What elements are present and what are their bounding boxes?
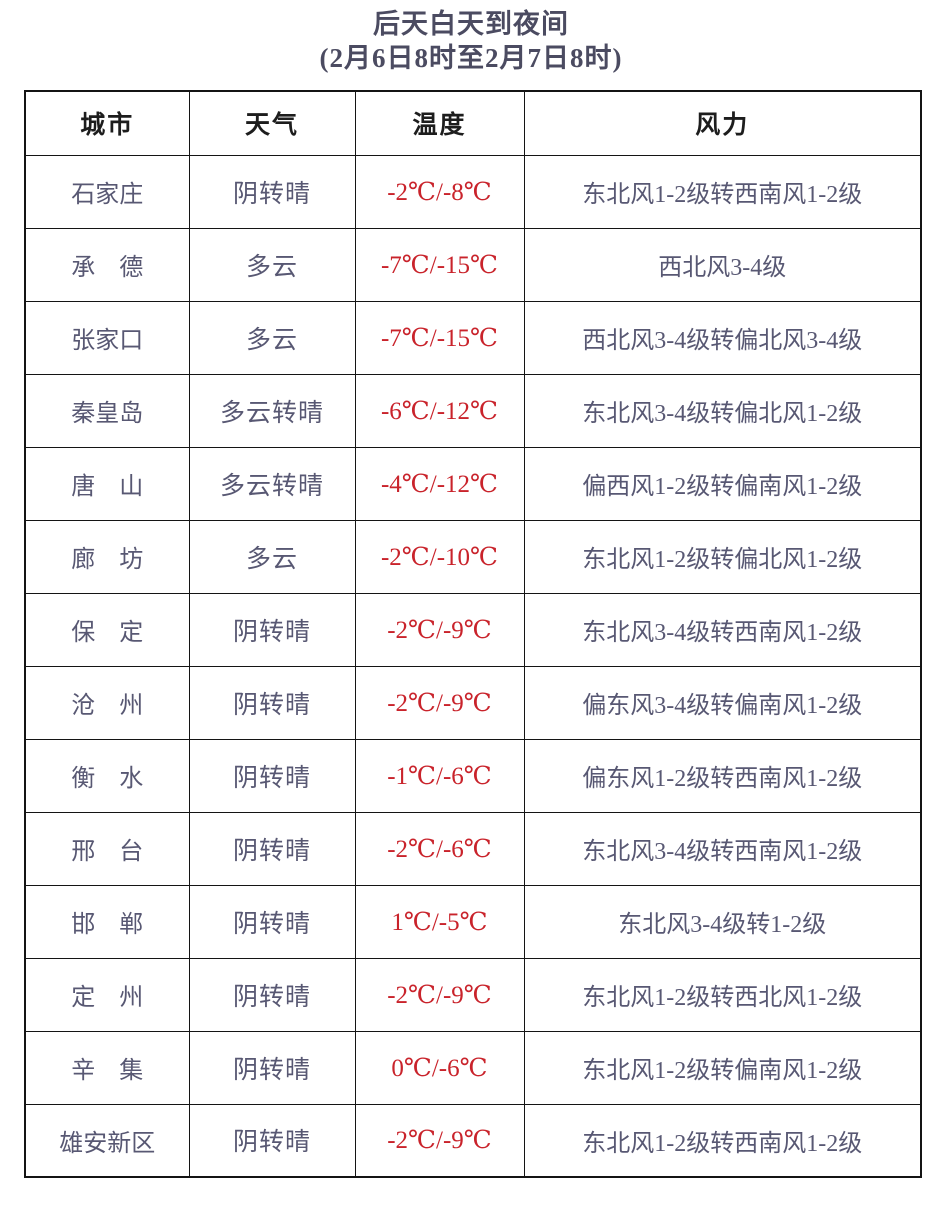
- table-row: 承 德 多云 -7℃/-15℃ 西北风3-4级: [24, 227, 922, 302]
- wind-cell: 偏东风3-4级转偏南风1-2级: [523, 665, 922, 740]
- table-row: 唐 山 多云转晴 -4℃/-12℃ 偏西风1-2级转偏南风1-2级: [24, 446, 922, 521]
- city-cell: 张家口: [24, 300, 190, 375]
- table-row: 张家口 多云 -7℃/-15℃ 西北风3-4级转偏北风3-4级: [24, 300, 922, 375]
- wind-cell: 东北风1-2级转西北风1-2级: [523, 957, 922, 1032]
- weather-cell: 多云转晴: [188, 373, 356, 448]
- city-cell: 辛 集: [24, 1030, 190, 1105]
- table-row: 辛 集 阴转晴 0℃/-6℃ 东北风1-2级转偏南风1-2级: [24, 1030, 922, 1105]
- temperature-cell: -2℃/-6℃: [354, 811, 525, 886]
- wind-cell: 东北风3-4级转西南风1-2级: [523, 811, 922, 886]
- wind-cell: 东北风1-2级转偏北风1-2级: [523, 519, 922, 594]
- table-row: 石家庄 阴转晴 -2℃/-8℃ 东北风1-2级转西南风1-2级: [24, 154, 922, 229]
- wind-cell: 东北风1-2级转偏南风1-2级: [523, 1030, 922, 1105]
- temperature-cell: -4℃/-12℃: [354, 446, 525, 521]
- wind-cell: 东北风3-4级转西南风1-2级: [523, 592, 922, 667]
- city-cell: 唐 山: [24, 446, 190, 521]
- title-line-1: 后天白天到夜间: [373, 9, 569, 39]
- city-cell: 秦皇岛: [24, 373, 190, 448]
- wind-cell: 东北风1-2级转西南风1-2级: [523, 154, 922, 229]
- temperature-cell: -1℃/-6℃: [354, 738, 525, 813]
- city-cell: 石家庄: [24, 154, 190, 229]
- weather-cell: 阴转晴: [188, 1103, 356, 1178]
- temperature-cell: -2℃/-9℃: [354, 592, 525, 667]
- page-title: 后天白天到夜间 (2月6日8时至2月7日8时): [0, 0, 942, 75]
- weather-cell: 阴转晴: [188, 1030, 356, 1105]
- wind-cell: 东北风3-4级转偏北风1-2级: [523, 373, 922, 448]
- column-header-wind: 风力: [523, 90, 922, 156]
- table-row: 衡 水 阴转晴 -1℃/-6℃ 偏东风1-2级转西南风1-2级: [24, 738, 922, 813]
- column-header-city: 城市: [24, 90, 190, 156]
- weather-cell: 阴转晴: [188, 154, 356, 229]
- city-cell: 沧 州: [24, 665, 190, 740]
- city-cell: 雄安新区: [24, 1103, 190, 1178]
- temperature-cell: -2℃/-10℃: [354, 519, 525, 594]
- temperature-cell: -2℃/-9℃: [354, 957, 525, 1032]
- table-header-row: 城市 天气 温度 风力: [24, 90, 922, 156]
- city-cell: 定 州: [24, 957, 190, 1032]
- weather-cell: 多云转晴: [188, 446, 356, 521]
- table-row: 保 定 阴转晴 -2℃/-9℃ 东北风3-4级转西南风1-2级: [24, 592, 922, 667]
- wind-cell: 东北风1-2级转西南风1-2级: [523, 1103, 922, 1178]
- wind-cell: 东北风3-4级转1-2级: [523, 884, 922, 959]
- column-header-weather: 天气: [188, 90, 356, 156]
- city-cell: 承 德: [24, 227, 190, 302]
- table-row: 雄安新区 阴转晴 -2℃/-9℃ 东北风1-2级转西南风1-2级: [24, 1103, 922, 1178]
- temperature-cell: 0℃/-6℃: [354, 1030, 525, 1105]
- table-row: 定 州 阴转晴 -2℃/-9℃ 东北风1-2级转西北风1-2级: [24, 957, 922, 1032]
- weather-cell: 阴转晴: [188, 738, 356, 813]
- temperature-cell: -2℃/-9℃: [354, 665, 525, 740]
- wind-cell: 西北风3-4级: [523, 227, 922, 302]
- weather-cell: 阴转晴: [188, 592, 356, 667]
- temperature-cell: -2℃/-9℃: [354, 1103, 525, 1178]
- column-header-temperature: 温度: [354, 90, 525, 156]
- temperature-cell: 1℃/-5℃: [354, 884, 525, 959]
- weather-cell: 阴转晴: [188, 884, 356, 959]
- table-row: 廊 坊 多云 -2℃/-10℃ 东北风1-2级转偏北风1-2级: [24, 519, 922, 594]
- temperature-cell: -6℃/-12℃: [354, 373, 525, 448]
- weather-cell: 多云: [188, 300, 356, 375]
- weather-cell: 阴转晴: [188, 957, 356, 1032]
- temperature-cell: -2℃/-8℃: [354, 154, 525, 229]
- temperature-cell: -7℃/-15℃: [354, 300, 525, 375]
- table-row: 邢 台 阴转晴 -2℃/-6℃ 东北风3-4级转西南风1-2级: [24, 811, 922, 886]
- table-row: 沧 州 阴转晴 -2℃/-9℃ 偏东风3-4级转偏南风1-2级: [24, 665, 922, 740]
- wind-cell: 偏东风1-2级转西南风1-2级: [523, 738, 922, 813]
- title-line-2: (2月6日8时至2月7日8时): [319, 43, 623, 73]
- table-row: 秦皇岛 多云转晴 -6℃/-12℃ 东北风3-4级转偏北风1-2级: [24, 373, 922, 448]
- weather-cell: 阴转晴: [188, 811, 356, 886]
- city-cell: 廊 坊: [24, 519, 190, 594]
- wind-cell: 偏西风1-2级转偏南风1-2级: [523, 446, 922, 521]
- temperature-cell: -7℃/-15℃: [354, 227, 525, 302]
- wind-cell: 西北风3-4级转偏北风3-4级: [523, 300, 922, 375]
- city-cell: 衡 水: [24, 738, 190, 813]
- weather-cell: 多云: [188, 519, 356, 594]
- city-cell: 邢 台: [24, 811, 190, 886]
- forecast-table: 城市 天气 温度 风力 石家庄 阴转晴 -2℃/-8℃ 东北风1-2级转西南风1…: [24, 90, 922, 1178]
- weather-cell: 多云: [188, 227, 356, 302]
- city-cell: 邯 郸: [24, 884, 190, 959]
- table-row: 邯 郸 阴转晴 1℃/-5℃ 东北风3-4级转1-2级: [24, 884, 922, 959]
- city-cell: 保 定: [24, 592, 190, 667]
- weather-cell: 阴转晴: [188, 665, 356, 740]
